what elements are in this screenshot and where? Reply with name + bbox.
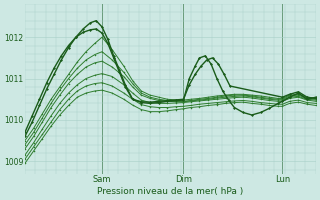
X-axis label: Pression niveau de la mer( hPa ): Pression niveau de la mer( hPa ): [97, 187, 244, 196]
